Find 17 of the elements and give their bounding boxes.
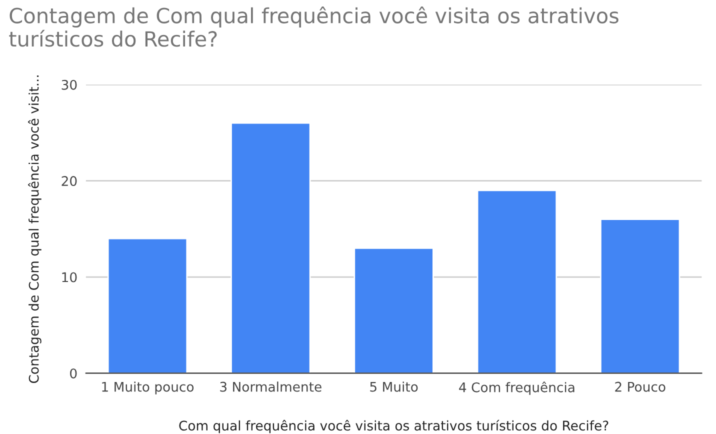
x-tick-label: 5 Muito [370,382,418,392]
y-axis-title: Contagem de Com qual frequência você visit... [28,76,42,384]
chart-title: Contagem de Com qual frequência você visita os atrativos turísticos do Recife? [9,6,618,47]
x-tick-label: 2 Pouco [615,382,666,392]
x-axis-title: Com qual frequência você visita os atrativos turísticos do Recife? [179,420,608,434]
x-tick-label: 4 Com frequência [459,382,574,395]
bar [476,190,558,374]
x-tick-label: 3 Normalmente [220,382,322,392]
bar [354,247,434,374]
x-tick-label: 1 Muito pouco [102,382,194,394]
y-tick-label: 10 [62,272,77,282]
bar [230,122,311,374]
y-tick-label: 30 [62,80,77,90]
bar [107,238,188,374]
y-tick-label: 0 [70,368,77,378]
y-tick-label: 20 [62,176,77,186]
bar [600,218,680,374]
